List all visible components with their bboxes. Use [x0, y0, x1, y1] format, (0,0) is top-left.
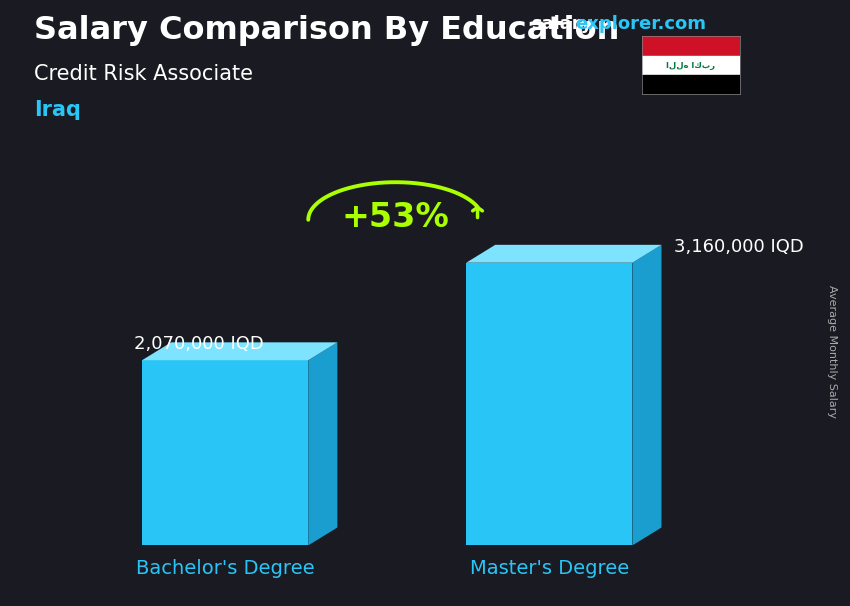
- Bar: [642, 75, 740, 94]
- Text: Iraq: Iraq: [34, 100, 81, 120]
- Bar: [642, 36, 740, 56]
- Polygon shape: [466, 245, 661, 263]
- Polygon shape: [309, 342, 337, 545]
- Text: Credit Risk Associate: Credit Risk Associate: [34, 64, 253, 84]
- Polygon shape: [632, 245, 661, 545]
- Text: الله اكبر: الله اكبر: [666, 61, 715, 70]
- Text: salary: salary: [531, 15, 592, 33]
- Polygon shape: [142, 342, 337, 360]
- Polygon shape: [142, 360, 309, 545]
- Text: Average Monthly Salary: Average Monthly Salary: [827, 285, 837, 418]
- Text: 2,070,000 IQD: 2,070,000 IQD: [133, 335, 264, 353]
- Text: +53%: +53%: [342, 201, 450, 235]
- Polygon shape: [466, 263, 632, 545]
- Text: 3,160,000 IQD: 3,160,000 IQD: [674, 238, 804, 256]
- Bar: [642, 56, 740, 75]
- Text: Salary Comparison By Education: Salary Comparison By Education: [34, 15, 620, 46]
- Text: explorer.com: explorer.com: [575, 15, 706, 33]
